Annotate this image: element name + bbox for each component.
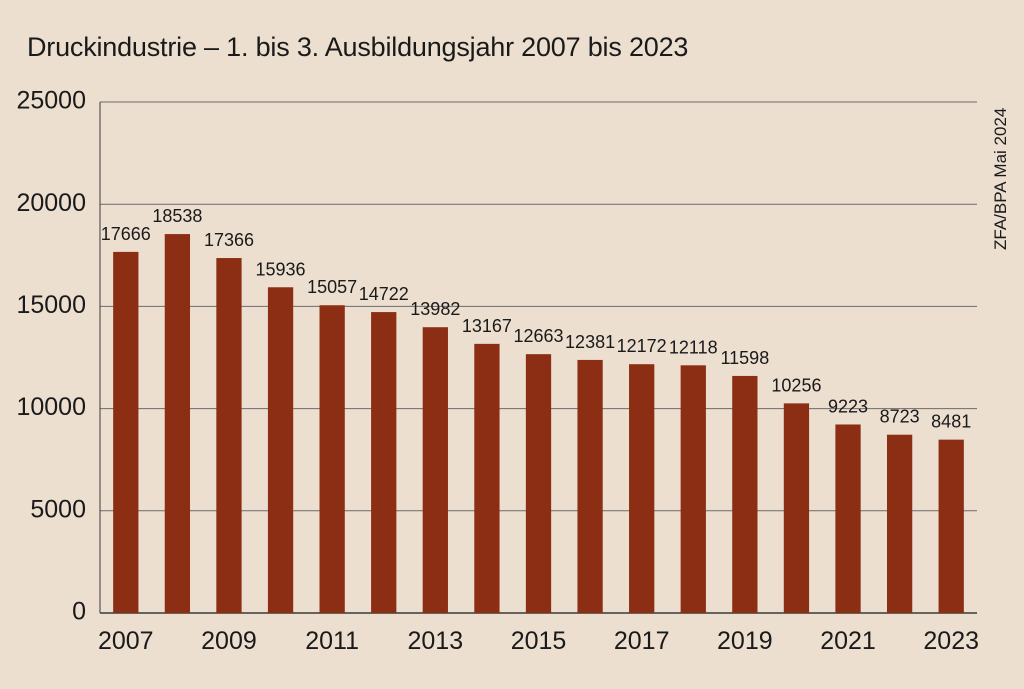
data-label-2021: 9223	[828, 396, 868, 416]
bar-2013	[422, 327, 448, 613]
x-tick-label-2019: 2019	[717, 627, 773, 655]
chart-title: Druckindustrie – 1. bis 3. Ausbildungsja…	[27, 32, 689, 62]
data-label-2017: 12172	[617, 336, 667, 356]
bar-2011	[319, 305, 345, 613]
data-label-2007: 17666	[101, 224, 151, 244]
x-tick-label-2013: 2013	[408, 627, 464, 655]
y-tick-label: 20000	[16, 189, 86, 217]
data-label-2010: 15936	[256, 259, 306, 279]
data-label-2022: 8723	[880, 407, 920, 427]
data-label-2023: 8481	[931, 412, 971, 432]
bar-2020	[783, 403, 810, 613]
data-label-2013: 13982	[410, 299, 460, 319]
bar-2009	[216, 258, 242, 613]
bar-2022	[886, 434, 913, 613]
data-label-2014: 13167	[462, 316, 512, 336]
source-note: ZFA/BPA Mai 2024	[991, 108, 1010, 250]
bar-2015	[525, 354, 552, 613]
bar-2018	[680, 365, 706, 613]
bar-2021	[835, 424, 861, 613]
bars	[113, 234, 964, 613]
data-label-2020: 10256	[771, 375, 821, 395]
x-tick-label-2007: 2007	[98, 627, 154, 655]
x-axis: 2007 2009 2011 2013 2015 2017 2019 2021 2023	[98, 627, 979, 655]
bar-2023	[938, 439, 964, 613]
data-label-2018: 12118	[669, 337, 718, 357]
y-axis: 0 5000 10000 15000 20000 25000	[16, 87, 86, 626]
bar-2010	[267, 287, 294, 613]
data-label-2009: 17366	[204, 230, 254, 250]
bar-2014	[474, 343, 500, 613]
data-label-2011: 15057	[307, 277, 357, 297]
x-tick-label-2011: 2011	[305, 627, 359, 655]
data-label-2008: 18538	[152, 206, 202, 226]
x-tick-label-2021: 2021	[820, 627, 876, 655]
x-tick-label-2023: 2023	[923, 627, 979, 655]
data-label-2015: 12663	[513, 326, 563, 346]
bar-2007	[113, 251, 139, 613]
bar-2012	[371, 312, 397, 613]
y-tick-label: 5000	[30, 495, 86, 523]
bar-2016	[577, 359, 603, 613]
data-label-2019: 11598	[720, 348, 769, 368]
y-tick-label: 25000	[16, 87, 86, 115]
x-tick-label-2009: 2009	[201, 627, 257, 655]
x-tick-label-2015: 2015	[511, 627, 567, 655]
bar-2019	[732, 375, 758, 613]
x-tick-label-2017: 2017	[614, 627, 670, 655]
y-tick-label: 0	[72, 598, 86, 626]
y-tick-label: 10000	[16, 393, 86, 421]
data-label-2012: 14722	[359, 284, 409, 304]
y-tick-label: 15000	[16, 291, 86, 319]
bar-2008	[164, 234, 191, 613]
data-label-2016: 12381	[565, 332, 615, 352]
bar-2017	[629, 364, 655, 613]
